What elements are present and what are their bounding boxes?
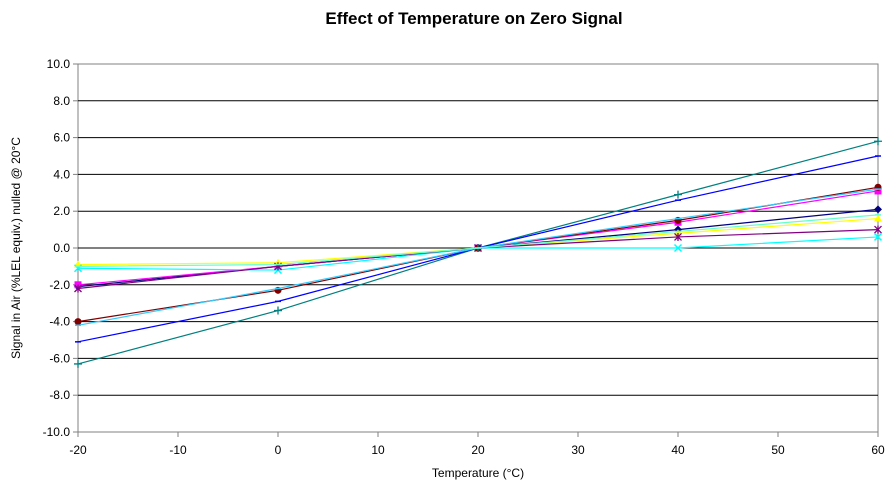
- series-10: [75, 214, 881, 268]
- y-tick-label: 10.0: [47, 57, 71, 71]
- y-tick-label: -6.0: [49, 351, 70, 365]
- data-point: [74, 284, 82, 293]
- data-point: [673, 243, 683, 253]
- y-tick-label: 0.0: [53, 241, 70, 255]
- x-tick-label: -20: [69, 443, 87, 457]
- y-tick-label: -2.0: [49, 278, 70, 292]
- x-tick-label: 30: [571, 443, 585, 457]
- data-point: [74, 359, 82, 368]
- data-point: [874, 214, 882, 222]
- x-tick-label: 50: [771, 443, 785, 457]
- data-point: [74, 318, 82, 326]
- y-tick-label: -8.0: [49, 388, 70, 402]
- data-series: [73, 137, 883, 368]
- gridlines: [78, 100, 878, 396]
- y-axis-label: Signal in Air (%LEL equiv.) nulled @ 20°…: [9, 137, 23, 359]
- y-tick-label: 8.0: [53, 94, 70, 108]
- data-point: [874, 205, 882, 214]
- data-point: [874, 137, 882, 146]
- x-tick-label: 40: [671, 443, 685, 457]
- y-tick-label: -4.0: [49, 315, 70, 329]
- data-point: [674, 190, 682, 199]
- data-point: [873, 232, 883, 241]
- x-tick-label: 10: [371, 443, 385, 457]
- data-point: [874, 187, 882, 195]
- x-axis-label: Temperature (°C): [432, 466, 524, 480]
- data-point: [874, 225, 882, 234]
- y-tick-label: 4.0: [53, 167, 70, 181]
- y-axis-ticks: 10.0 8.0 6.0 4.0 2.0 0.0 -2.0 -4.0 -6.0 -8.0 -10.0: [43, 57, 78, 439]
- data-point: [674, 232, 682, 241]
- x-tick-label: 20: [471, 443, 485, 457]
- x-tick-label: -10: [169, 443, 187, 457]
- data-point: [274, 306, 282, 315]
- y-tick-label: 6.0: [53, 131, 70, 145]
- y-tick-label: -10.0: [43, 425, 71, 439]
- y-tick-label: 2.0: [53, 204, 70, 218]
- x-tick-label: 60: [871, 443, 885, 457]
- chart-title: Effect of Temperature on Zero Signal: [325, 9, 622, 28]
- x-tick-label: 0: [275, 443, 282, 457]
- x-axis-ticks: -20 -10 0 10 20 30 40 50 60: [69, 432, 885, 457]
